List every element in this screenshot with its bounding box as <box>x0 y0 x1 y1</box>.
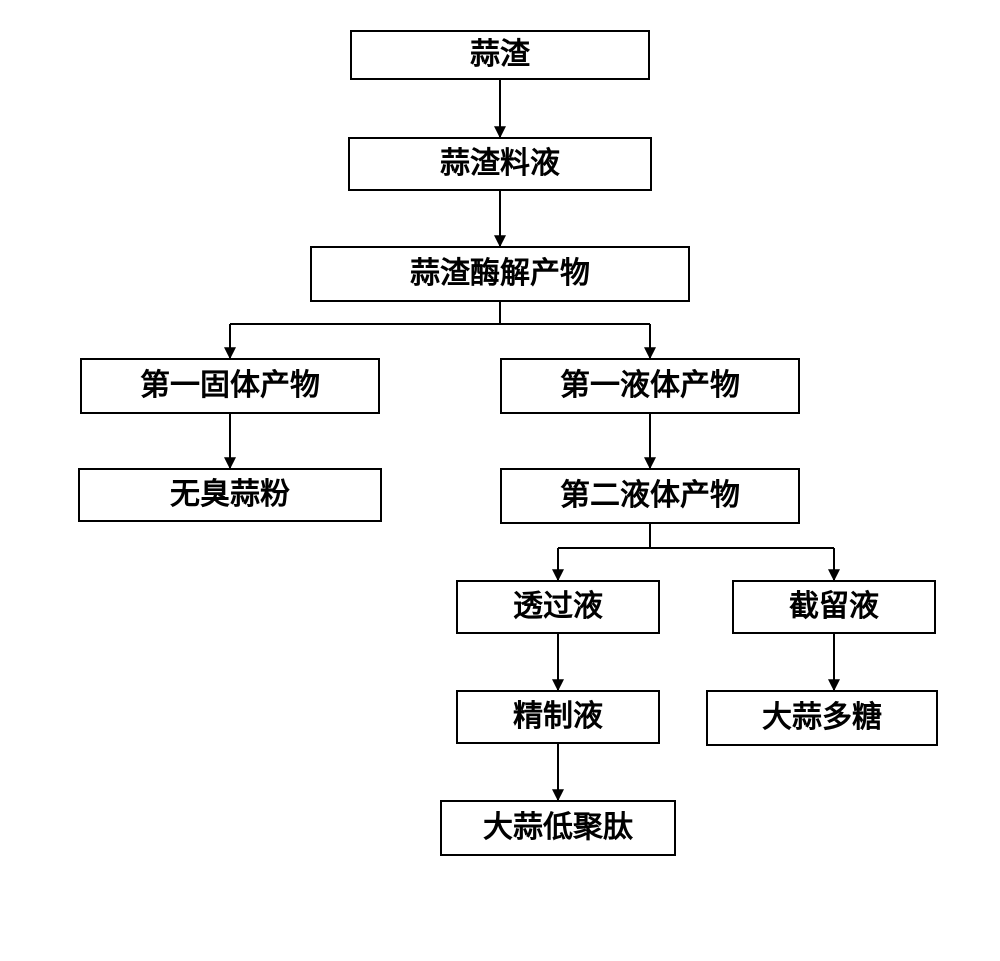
node-n9: 截留液 <box>732 580 936 634</box>
node-n12: 大蒜低聚肽 <box>440 800 676 856</box>
node-n5: 第一液体产物 <box>500 358 800 414</box>
node-n10: 精制液 <box>456 690 660 744</box>
flowchart-canvas: 蒜渣蒜渣料液蒜渣酶解产物第一固体产物 第一液体产物无臭蒜粉 第二液体产物透过液 截留液… <box>0 0 1000 961</box>
node-n1: 蒜渣 <box>350 30 650 80</box>
node-n6: 无臭蒜粉 <box>78 468 382 522</box>
node-n7: 第二液体产物 <box>500 468 800 524</box>
node-n11: 大蒜多糖 <box>706 690 938 746</box>
node-n4: 第一固体产物 <box>80 358 380 414</box>
node-n3: 蒜渣酶解产物 <box>310 246 690 302</box>
node-n2: 蒜渣料液 <box>348 137 652 191</box>
node-n8: 透过液 <box>456 580 660 634</box>
